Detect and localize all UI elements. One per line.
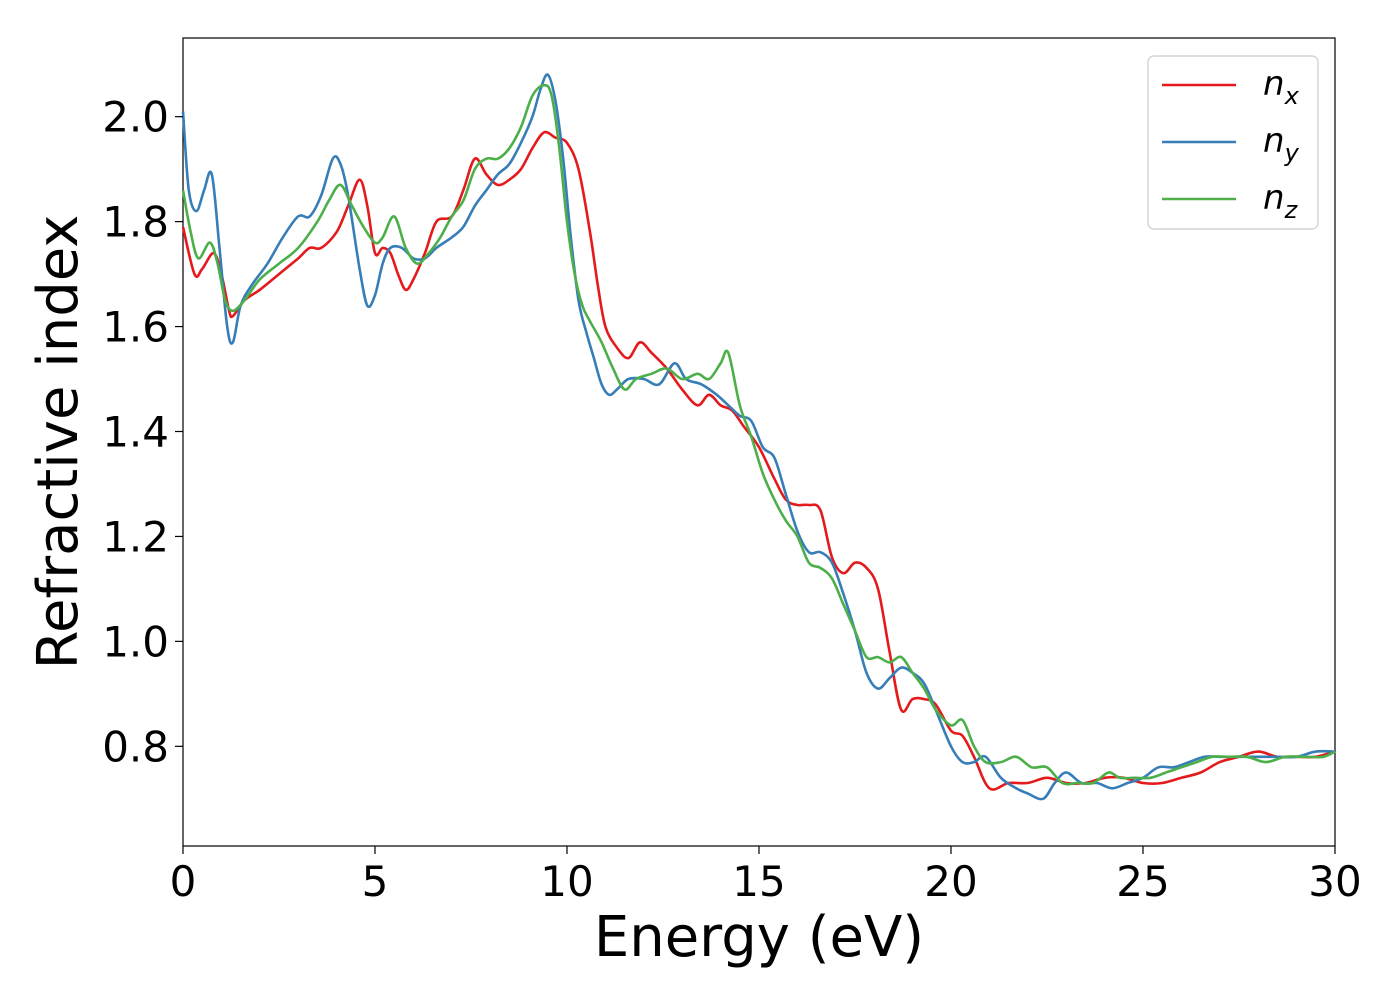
x-axis-label: Energy (eV) (594, 905, 924, 970)
x-tick-label: 5 (362, 857, 389, 906)
series-layer (181, 73, 1336, 801)
y-tick-label: 0.8 (102, 722, 169, 771)
y-tick-label: 1.4 (102, 408, 169, 457)
y-axis-label: Refractive index (26, 215, 91, 670)
x-tick-label: 15 (732, 857, 785, 906)
y-tick-label: 1.0 (102, 617, 169, 666)
x-tick-label: 25 (1116, 857, 1169, 906)
y-tick-label: 1.2 (102, 512, 169, 561)
series-line-ny (181, 73, 1336, 801)
x-axis-ticks: 0 5 10 15 20 25 30 (170, 846, 1362, 906)
y-tick-label: 2.0 (102, 93, 169, 142)
y-tick-label: 1.6 (102, 303, 169, 352)
x-tick-label: 30 (1308, 857, 1361, 906)
x-tick-label: 10 (540, 857, 593, 906)
x-tick-label: 0 (170, 857, 197, 906)
legend-label-nz: nz (1263, 178, 1299, 224)
y-axis-ticks: 0.8 1.0 1.2 1.4 1.6 1.8 2.0 (102, 93, 183, 771)
series-line-nz (181, 83, 1336, 786)
y-tick-label: 1.8 (102, 198, 169, 247)
x-tick-label: 20 (924, 857, 977, 906)
